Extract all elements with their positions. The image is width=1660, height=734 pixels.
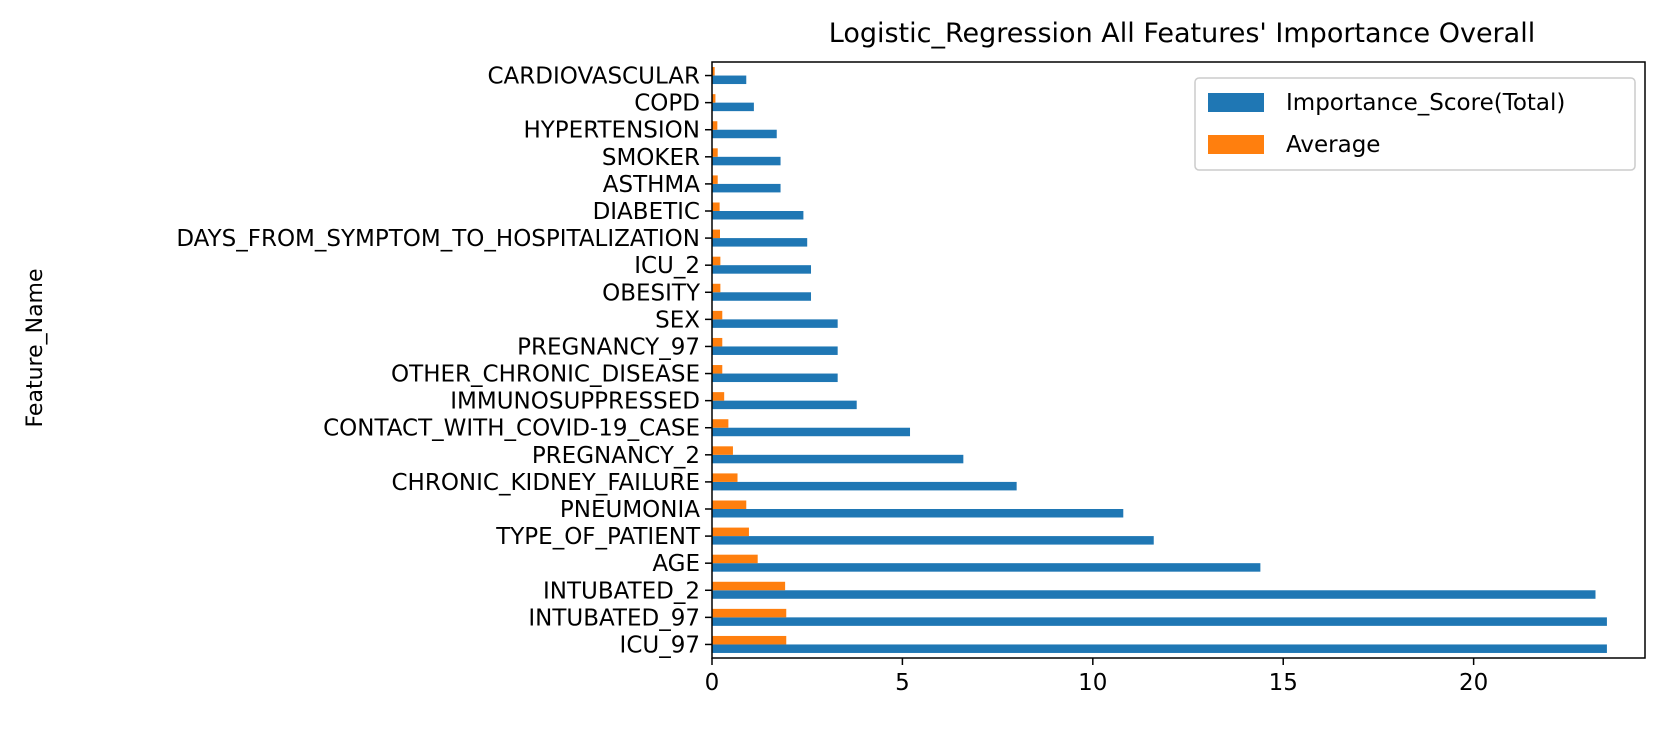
bar-average-15 <box>712 229 720 239</box>
bar-total-13 <box>712 292 812 301</box>
bar-total-20 <box>712 102 754 112</box>
legend-box <box>1194 77 1636 171</box>
bar-total-9 <box>712 400 857 410</box>
bar-total-16 <box>712 211 804 220</box>
bar-total-3 <box>712 563 1261 572</box>
bar-total-1 <box>712 617 1607 626</box>
y-tick-label: ASTHMA <box>603 172 701 198</box>
y-tick-label: IMMUNOSUPPRESSED <box>450 389 700 415</box>
bar-average-17 <box>712 175 718 184</box>
bar-total-10 <box>712 373 838 383</box>
y-tick-label: AGE <box>652 551 700 577</box>
y-axis: ICU_97INTUBATED_97INTUBATED_2AGETYPE_OF_… <box>176 64 712 658</box>
y-tick-label: SEX <box>655 307 700 333</box>
bar-average-21 <box>712 67 715 76</box>
bars-group <box>712 67 1607 653</box>
bar-total-0 <box>712 644 1607 653</box>
bar-total-17 <box>712 183 781 193</box>
x-tick-label: 5 <box>895 670 910 696</box>
bar-total-7 <box>712 454 964 464</box>
bar-average-16 <box>712 202 720 211</box>
bar-average-10 <box>712 365 723 374</box>
bar-total-11 <box>712 346 838 355</box>
bar-average-11 <box>712 337 723 347</box>
bar-average-19 <box>712 121 718 130</box>
bar-average-5 <box>712 500 747 509</box>
legend-label: Average <box>1286 132 1380 158</box>
bar-average-14 <box>712 256 721 266</box>
bar-average-0 <box>712 635 787 645</box>
x-tick-label: 10 <box>1078 670 1107 696</box>
x-tick-label: 20 <box>1459 670 1488 696</box>
y-tick-label: OTHER_CHRONIC_DISEASE <box>391 362 700 388</box>
y-tick-label: HYPERTENSION <box>523 118 700 144</box>
bar-average-3 <box>712 554 758 564</box>
bar-total-12 <box>712 319 838 328</box>
bar-total-5 <box>712 509 1124 518</box>
x-axis: 0 5 10 15 20 <box>705 658 1488 696</box>
bar-total-2 <box>712 590 1596 599</box>
bar-total-8 <box>712 427 911 437</box>
y-axis-label: Feature_Name <box>23 268 48 427</box>
bar-average-9 <box>712 392 725 401</box>
legend: Importance_Score(Total) Average <box>1194 77 1636 171</box>
bar-total-14 <box>712 265 812 274</box>
y-tick-label: PNEUMONIA <box>560 497 700 523</box>
bar-average-1 <box>712 608 787 618</box>
bar-total-6 <box>712 481 1017 491</box>
bar-total-21 <box>712 75 747 85</box>
bar-total-15 <box>712 238 808 247</box>
bar-average-13 <box>712 283 721 293</box>
y-tick-label: SMOKER <box>602 145 700 171</box>
x-tick-label: 15 <box>1269 670 1298 696</box>
plot-frame <box>711 61 1646 659</box>
y-tick-label: CHRONIC_KIDNEY_FAILURE <box>391 470 700 496</box>
bar-average-4 <box>712 527 749 537</box>
y-tick-label: INTUBATED_2 <box>543 578 700 604</box>
y-tick-label: PREGNANCY_97 <box>517 334 700 360</box>
y-tick-label: CONTACT_WITH_COVID-19_CASE <box>323 416 700 442</box>
bar-total-4 <box>712 536 1154 545</box>
bar-average-20 <box>712 94 716 103</box>
y-tick-label: OBESITY <box>602 280 701 306</box>
legend-label: Importance_Score(Total) <box>1286 90 1565 116</box>
y-tick-label: PREGNANCY_2 <box>532 443 700 469</box>
bar-total-19 <box>712 129 777 139</box>
y-tick-label: ICU_2 <box>634 253 700 279</box>
bar-average-2 <box>712 581 786 591</box>
y-tick-label: COPD <box>634 91 700 117</box>
bar-average-6 <box>712 473 738 482</box>
y-tick-label: CARDIOVASCULAR <box>487 64 700 90</box>
y-tick-label: ICU_97 <box>620 632 700 658</box>
y-tick-label: TYPE_OF_PATIENT <box>495 524 701 550</box>
y-tick-label: DIABETIC <box>593 199 700 225</box>
legend-swatch <box>1208 135 1264 154</box>
bar-average-8 <box>712 419 729 428</box>
legend-swatch <box>1208 93 1264 112</box>
x-tick-label: 0 <box>705 670 720 696</box>
y-tick-label: DAYS_FROM_SYMPTOM_TO_HOSPITALIZATION <box>176 226 700 252</box>
bar-average-7 <box>712 446 733 455</box>
bar-total-18 <box>712 156 781 166</box>
chart-title: Logistic_Regression All Features' Import… <box>829 18 1535 49</box>
y-tick-label: INTUBATED_97 <box>528 605 700 631</box>
bar-average-12 <box>712 310 723 320</box>
bar-average-18 <box>712 148 718 157</box>
